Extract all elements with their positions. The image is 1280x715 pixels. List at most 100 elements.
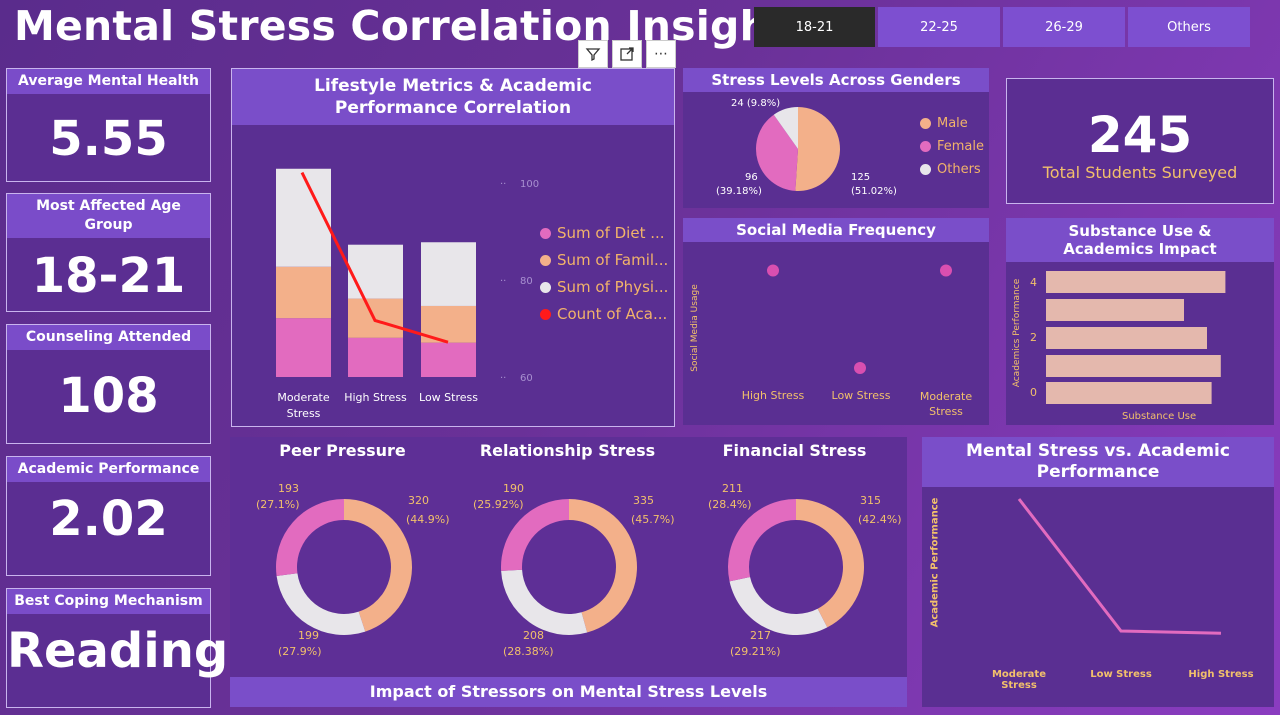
y-tick-label: 4 — [1030, 276, 1037, 289]
donut-label-pct: (28.4%) — [708, 498, 752, 511]
legend-label: Count of Aca... — [557, 305, 668, 323]
pie-slice-others — [773, 107, 798, 149]
stress-line-panel[interactable]: Mental Stress vs. Academic Performance A… — [922, 437, 1274, 707]
x-tick-label: Low Stress — [419, 391, 478, 404]
kpi-value: 108 — [58, 368, 159, 424]
more-options-icon[interactable]: ⋯ — [646, 40, 676, 68]
total-value: 245 — [1087, 106, 1193, 164]
donut-slice — [569, 499, 637, 633]
x-tick-label: Moderate Stress — [919, 390, 973, 418]
kpi-value: 5.55 — [49, 111, 168, 167]
social-scatter — [767, 264, 952, 374]
kpi-label: Academic Performance — [7, 457, 210, 482]
x-tick-label: Moderate Stress — [991, 669, 1046, 691]
substance-panel[interactable]: Substance Use & Academics Impact Academi… — [1006, 218, 1274, 425]
pie-slice-female — [756, 114, 798, 191]
stacked-bar-segment — [421, 242, 476, 306]
legend-label: Female — [937, 139, 985, 154]
donut-slice — [501, 499, 569, 571]
lifestyle-chart-title: Lifestyle Metrics & Academic Performance… — [232, 69, 674, 125]
kpi-counseling-attended: Counseling Attended 108 — [6, 324, 211, 444]
stacked-bar-segment — [348, 337, 403, 377]
female-pct: (39.18%) — [716, 186, 762, 197]
male-value: 125 — [851, 172, 871, 183]
substance-bar — [1046, 327, 1207, 349]
kpi-label: Most Affected Age Group — [7, 194, 210, 238]
kpi-label: Best Coping Mechanism — [7, 589, 210, 614]
count-line — [300, 171, 449, 344]
stacked-bar-segment — [276, 168, 331, 267]
slicer-18-21[interactable]: 18-21 — [754, 7, 875, 47]
gender-legend: Male Female Others — [920, 116, 984, 177]
social-media-panel[interactable]: Social Media Frequency Social Media Usag… — [683, 218, 989, 425]
substance-xlabel: Substance Use — [1122, 411, 1197, 422]
substance-bars — [1046, 271, 1226, 404]
donut-title: Peer Pressure — [279, 441, 406, 460]
donut-label-pct: (27.1%) — [256, 498, 300, 511]
donut-label-value: 211 — [722, 482, 743, 495]
y-tick-label: 0 — [1030, 386, 1037, 399]
focus-mode-icon[interactable] — [612, 40, 642, 68]
donut-slice — [344, 499, 412, 632]
legend-item: Sum of Physi... — [540, 278, 668, 296]
kpi-value: 2.02 — [49, 491, 168, 547]
donut-label-value: 190 — [503, 482, 524, 495]
substance-bar — [1046, 271, 1226, 293]
lifestyle-chart-panel[interactable]: Lifestyle Metrics & Academic Performance… — [231, 68, 675, 427]
donut-slice — [796, 499, 864, 628]
donut-label-value: 199 — [298, 629, 319, 642]
slicer-26-29[interactable]: 26-29 — [1003, 7, 1125, 47]
total-students-card: 245 Total Students Surveyed — [1006, 78, 1274, 204]
donut-slice — [501, 569, 588, 635]
kpi-label: Counseling Attended — [7, 325, 210, 350]
stress-line — [1017, 498, 1222, 635]
scatter-point — [940, 264, 952, 277]
filter-icon[interactable] — [578, 40, 608, 68]
gender-pie — [756, 107, 841, 191]
legend-label: Others — [937, 162, 981, 177]
page-title: Mental Stress Correlation Insights — [14, 2, 814, 50]
donut-chart-0[interactable]: Peer Pressure 193 (27.1%) 320 (44.9%) 19… — [230, 437, 455, 677]
y-tick-dots: ·· — [500, 179, 506, 190]
others-label: 24 (9.8%) — [731, 98, 781, 109]
x-tick-label: High Stress — [1188, 669, 1254, 680]
substance-bar — [1046, 382, 1212, 404]
legend-label: Male — [937, 116, 968, 131]
donut-chart-1[interactable]: Relationship Stress 190 (25.92%) 335 (45… — [455, 437, 680, 677]
donut-label-pct: (45.7%) — [631, 513, 675, 526]
legend-item: Sum of Diet ... — [540, 224, 668, 242]
kpi-value: 18-21 — [31, 248, 186, 304]
substance-bar — [1046, 355, 1221, 377]
scatter-point — [854, 362, 866, 374]
stressors-footer: Impact of Stressors on Mental Stress Lev… — [230, 677, 907, 707]
legend-item: Count of Aca... — [540, 305, 668, 323]
x-tick-label: High Stress — [741, 389, 805, 402]
donut-chart-2[interactable]: Financial Stress 211 (28.4%) 315 (42.4%)… — [682, 437, 907, 677]
stress-line-title: Mental Stress vs. Academic Performance — [922, 437, 1274, 487]
substance-bar — [1046, 299, 1184, 321]
kpi-academic-performance: Academic Performance 2.02 — [6, 456, 211, 576]
gender-chart-title: Stress Levels Across Genders — [683, 68, 989, 92]
donut-label-pct: (44.9%) — [406, 513, 450, 526]
y-tick-label: 60 — [520, 373, 533, 384]
donut-label-pct: (25.92%) — [473, 498, 524, 511]
kpi-best-coping-mechanism: Best Coping Mechanism Reading — [6, 588, 228, 708]
gender-chart-panel[interactable]: Stress Levels Across Genders 24 (9.8%) 9… — [683, 68, 989, 208]
slicer-others[interactable]: Others — [1128, 7, 1250, 47]
donut-label-value: 320 — [408, 494, 429, 507]
legend-item: Female — [920, 139, 984, 154]
slicer-22-25[interactable]: 22-25 — [878, 7, 1000, 47]
legend-item: Others — [920, 162, 984, 177]
x-tick-label: Low Stress — [1090, 669, 1152, 680]
donut-svg — [728, 499, 864, 635]
donut-label-pct: (27.9%) — [278, 645, 322, 658]
donut-label-value: 193 — [278, 482, 299, 495]
x-tick-label: High Stress — [344, 391, 407, 404]
stressors-panel: Impact of Stressors on Mental Stress Lev… — [230, 437, 907, 707]
female-value: 96 — [745, 172, 758, 183]
lifestyle-chart-svg: 100 ·· 80 ·· 60 ·· Moderate Stress High Stress L… — [276, 168, 539, 420]
x-tick-label: Low Stress — [831, 389, 891, 402]
legend-item: Sum of Famil... — [540, 251, 668, 269]
male-pct: (51.02%) — [851, 186, 897, 197]
y-tick-dots: ·· — [500, 276, 506, 287]
